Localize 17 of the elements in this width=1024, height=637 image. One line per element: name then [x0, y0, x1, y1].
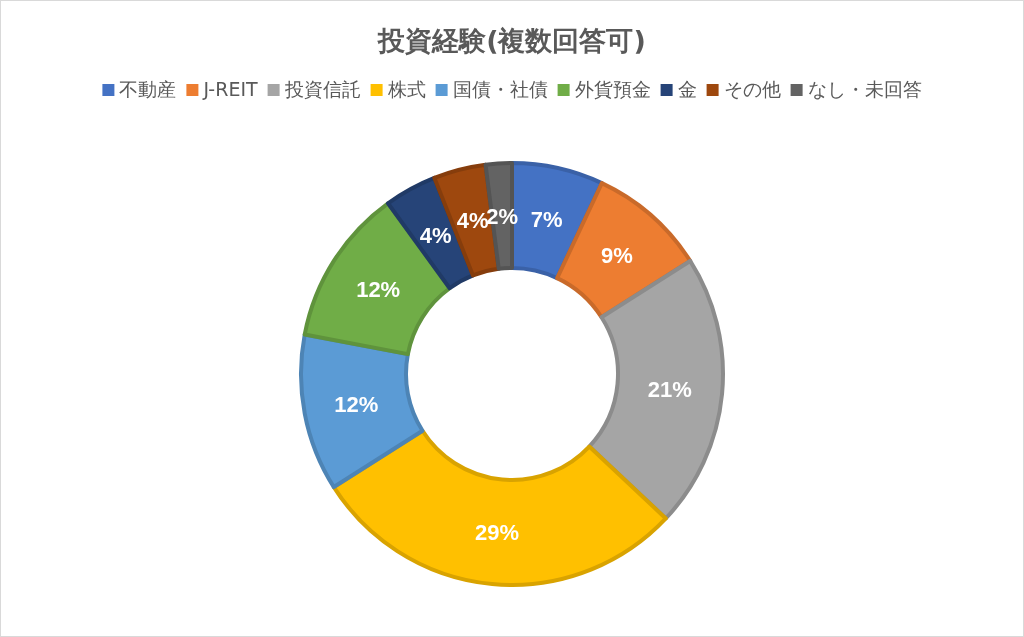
legend-label: 投資信託 — [283, 78, 361, 100]
legend-label: なし・未回答 — [807, 78, 922, 100]
legend-label: 外貨預金 — [574, 78, 651, 100]
data-label: 7% — [530, 207, 563, 233]
data-label: 12% — [334, 391, 379, 417]
legend-label: 株式 — [386, 78, 426, 100]
legend-label: その他 — [723, 78, 781, 100]
legend-label: 不動産 — [119, 78, 177, 100]
legend-label: J-REIT — [202, 78, 258, 100]
chart-title: 投資経験(複数回答可) — [377, 25, 646, 56]
legend-label: 国債・社債 — [452, 78, 548, 100]
data-label: 12% — [356, 277, 401, 303]
data-label: 4% — [419, 223, 452, 249]
legend-label: 金 — [677, 78, 697, 100]
data-label: 9% — [600, 243, 633, 269]
data-label: 21% — [647, 376, 692, 402]
data-label: 29% — [475, 519, 520, 545]
